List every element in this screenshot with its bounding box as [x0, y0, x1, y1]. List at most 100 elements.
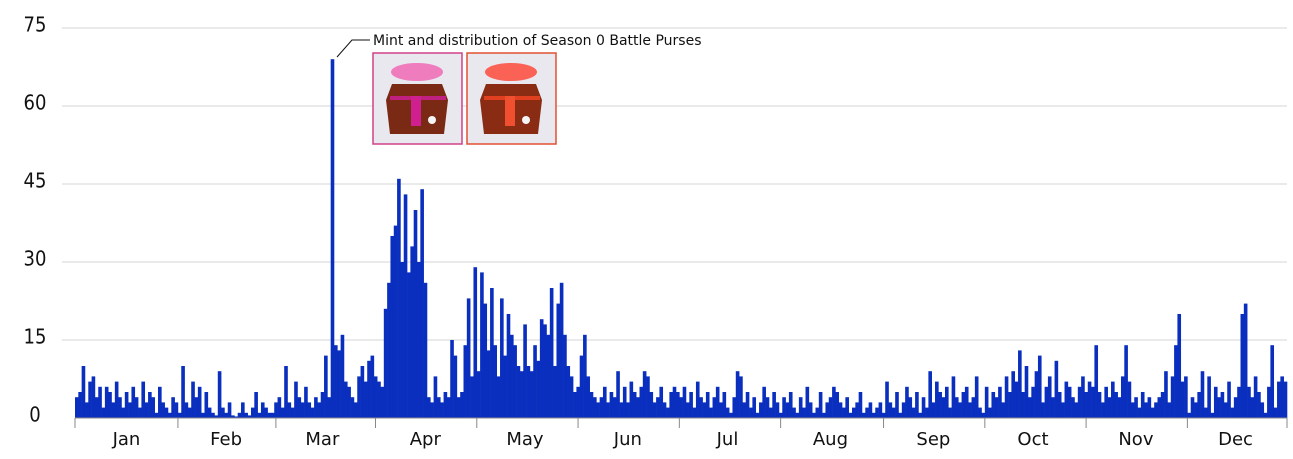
bar — [746, 392, 750, 418]
bar — [380, 387, 384, 418]
bar — [630, 382, 634, 418]
bar — [1167, 402, 1171, 418]
bar — [1241, 314, 1245, 418]
bar — [1128, 382, 1132, 418]
bar — [1151, 408, 1155, 418]
bar — [998, 387, 1002, 418]
bar — [155, 413, 159, 418]
bar — [361, 366, 365, 418]
bar — [228, 402, 232, 418]
bar — [689, 392, 693, 418]
y-tick-label: 45 — [24, 169, 47, 193]
bar — [739, 376, 743, 418]
bar — [759, 402, 763, 418]
bar — [1171, 376, 1175, 418]
bar — [138, 408, 142, 418]
bar — [732, 397, 736, 418]
bar — [762, 387, 766, 418]
bar — [321, 392, 325, 418]
bar — [503, 356, 507, 418]
bar — [1048, 376, 1052, 418]
bar — [427, 397, 431, 418]
bar — [626, 402, 630, 418]
bar — [447, 397, 451, 418]
bar — [537, 361, 541, 418]
bar — [663, 402, 667, 418]
bar — [1028, 397, 1032, 418]
bar — [1274, 408, 1278, 418]
bar — [125, 392, 129, 418]
bar — [390, 236, 394, 418]
x-tick-label: Dec — [1218, 429, 1253, 450]
bar — [530, 371, 534, 418]
bar — [995, 397, 999, 418]
bar — [636, 397, 640, 418]
bar — [1194, 402, 1198, 418]
bar — [128, 402, 132, 418]
bar — [832, 387, 836, 418]
bar — [1011, 371, 1015, 418]
bar — [175, 402, 179, 418]
bar — [1008, 392, 1012, 418]
bar — [938, 392, 942, 418]
bar — [178, 413, 182, 418]
bar — [1094, 345, 1098, 418]
bar — [98, 387, 102, 418]
bar — [437, 397, 441, 418]
bar — [1221, 392, 1225, 418]
bar — [1174, 345, 1178, 418]
bar — [251, 408, 255, 418]
bar — [560, 283, 564, 418]
bar — [314, 397, 318, 418]
bar — [1284, 382, 1288, 418]
bar — [865, 408, 869, 418]
bar — [1201, 371, 1205, 418]
bar — [982, 413, 986, 418]
bar — [205, 392, 209, 418]
bar — [756, 413, 760, 418]
bar — [1084, 392, 1088, 418]
annotation: Mint and distribution of Season 0 Battle… — [373, 33, 702, 49]
bar — [1025, 366, 1029, 418]
x-tick-label: Jan — [112, 429, 141, 450]
bar — [849, 413, 853, 418]
bar — [862, 413, 866, 418]
bar — [354, 402, 358, 418]
bar — [1231, 408, 1235, 418]
chart: 01530456075JanFebMarAprMayJunJulAugSepOc… — [0, 0, 1293, 459]
bar — [218, 371, 222, 418]
bar — [470, 376, 474, 418]
bar — [1015, 382, 1019, 418]
bar — [1118, 397, 1122, 418]
page: {"chart_data": {"type": "bar", "annotati… — [0, 0, 1293, 459]
bar — [912, 408, 916, 418]
bar — [1031, 387, 1035, 418]
bar — [88, 382, 92, 418]
bar — [414, 210, 418, 418]
bar — [331, 59, 335, 418]
bar — [1055, 361, 1059, 418]
bar — [105, 387, 109, 418]
bar — [357, 376, 361, 418]
bar — [1217, 397, 1221, 418]
bar — [444, 392, 448, 418]
bar — [351, 397, 355, 418]
bar — [945, 387, 949, 418]
bar — [1187, 413, 1191, 418]
bar — [1260, 402, 1264, 418]
bar — [1074, 402, 1078, 418]
bar — [181, 366, 185, 418]
bar — [942, 397, 946, 418]
bar — [1148, 397, 1152, 418]
bar — [454, 356, 458, 418]
bar — [772, 392, 776, 418]
bar — [643, 371, 647, 418]
bar — [307, 402, 311, 418]
bar — [404, 194, 408, 418]
bar — [317, 402, 321, 418]
bar — [1280, 376, 1284, 418]
bar — [1264, 413, 1268, 418]
bar — [683, 387, 687, 418]
bar — [610, 392, 614, 418]
bar — [1277, 382, 1281, 418]
